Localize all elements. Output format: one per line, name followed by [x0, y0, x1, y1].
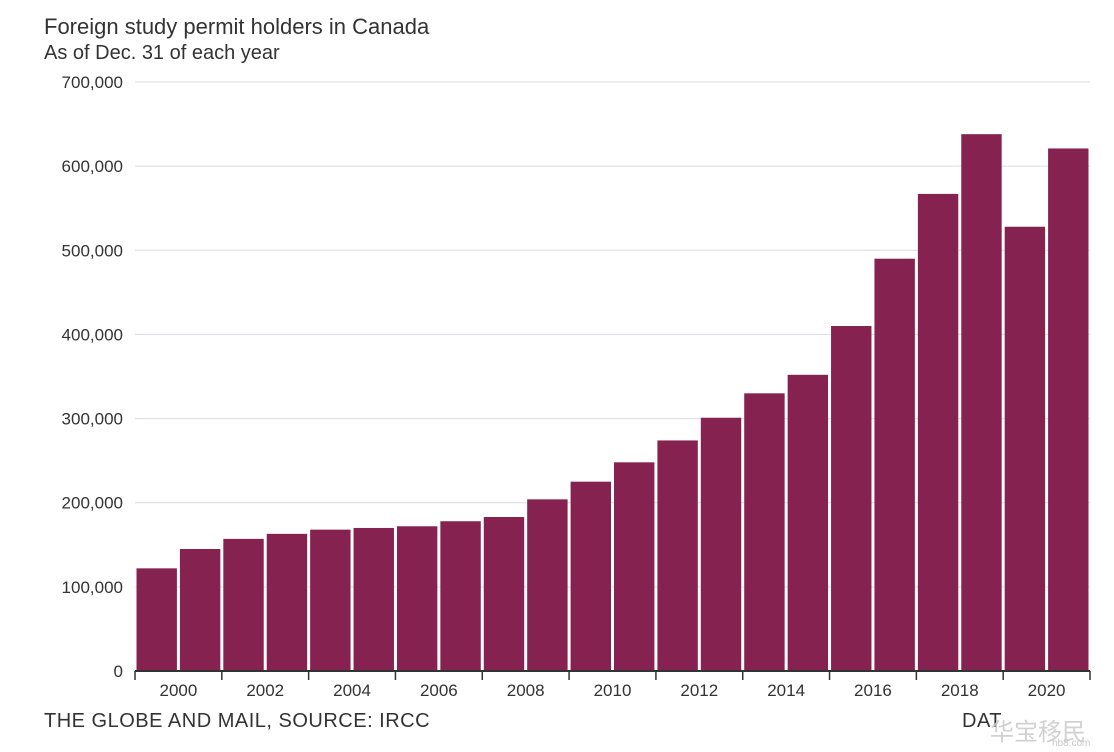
- x-tick-label: 2010: [594, 681, 632, 700]
- x-tick-label: 2014: [767, 681, 805, 700]
- x-tick-label: 2000: [159, 681, 197, 700]
- x-tick-label: 2006: [420, 681, 458, 700]
- bar: [310, 529, 351, 671]
- bar: [787, 374, 829, 671]
- bar: [396, 526, 438, 671]
- x-tick-label: 2002: [246, 681, 284, 700]
- bar: [744, 393, 785, 671]
- y-tick-label: 0: [114, 662, 123, 681]
- y-tick-label: 400,000: [62, 325, 123, 344]
- bar: [1004, 226, 1046, 671]
- bar: [961, 134, 1002, 671]
- bar: [700, 417, 742, 671]
- y-tick-label: 300,000: [62, 410, 123, 429]
- watermark-logo: 华宝移民: [990, 719, 1086, 746]
- bars: [136, 134, 1089, 672]
- y-tick-label: 500,000: [62, 241, 123, 260]
- footer-partial-text: DAT: [962, 710, 1003, 732]
- bar: [136, 568, 177, 671]
- x-tick-label: 2012: [680, 681, 718, 700]
- bar: [483, 517, 525, 671]
- bar: [1048, 148, 1089, 672]
- bar: [614, 462, 655, 671]
- chart-title: Foreign study permit holders in Canada: [44, 14, 430, 39]
- x-tick-label: 2016: [854, 681, 892, 700]
- bar: [179, 548, 221, 671]
- source-credit: THE GLOBE AND MAIL, SOURCE: IRCC: [44, 710, 431, 732]
- bar: [874, 258, 915, 671]
- x-tick-label: 2004: [333, 681, 371, 700]
- bar: [266, 533, 308, 671]
- watermark-url: hb8.com: [1052, 738, 1091, 749]
- x-tick-label: 2020: [1028, 681, 1066, 700]
- bar: [223, 538, 264, 671]
- x-tick-label: 2008: [507, 681, 545, 700]
- bar: [657, 440, 698, 671]
- y-tick-label: 600,000: [62, 157, 123, 176]
- bar: [570, 481, 611, 671]
- y-tick-label: 700,000: [62, 73, 123, 92]
- bar: [440, 521, 481, 671]
- bar: [527, 499, 568, 671]
- y-axis-labels: 0 100,000 200,000 300,000 400,000 500,000 600,…: [62, 73, 123, 681]
- chart-subtitle: As of Dec. 31 of each year: [44, 42, 280, 64]
- bar: [831, 326, 872, 671]
- x-axis: [134, 670, 1091, 680]
- x-axis-labels: 2000 2002 2004 2006 2008 2010 2012 2014 2016 2018…: [159, 681, 1065, 700]
- bar: [917, 193, 959, 671]
- y-tick-label: 200,000: [62, 494, 123, 513]
- bar: [353, 527, 394, 671]
- x-tick-label: 2018: [941, 681, 979, 700]
- y-tick-label: 100,000: [62, 578, 123, 597]
